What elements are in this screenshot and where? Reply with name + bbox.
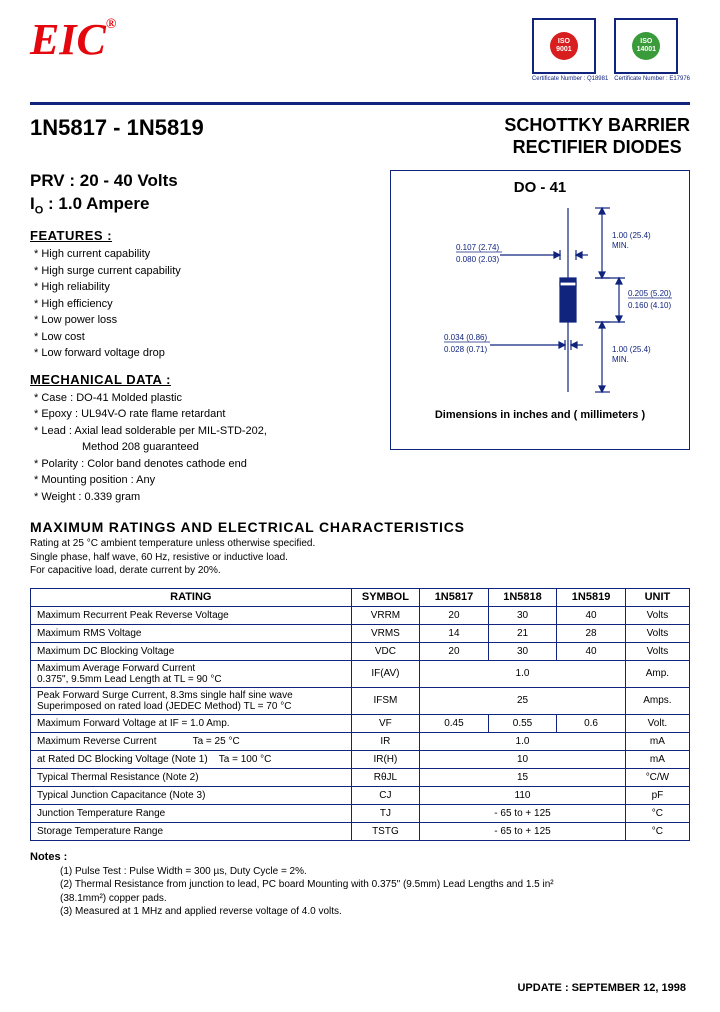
header: EIC® ISO9001Certificate Number : Q18981I… [30,18,690,96]
cert-container: ISO9001Certificate Number : Q18981ISO140… [532,18,690,82]
max-ratings-conditions: Rating at 25 °C ambient temperature unle… [30,537,690,578]
mechanical-list: Case : DO-41 Molded plasticEpoxy : UL94V… [30,390,370,506]
package-title: DO - 41 [399,179,681,196]
feature-item: High surge current capability [34,263,370,280]
table-row: Maximum DC Blocking VoltageVDC203040Volt… [31,642,690,660]
notes-list: (1) Pulse Test : Pulse Width = 300 µs, D… [30,865,690,919]
package-caption: Dimensions in inches and ( millimeters ) [399,409,681,421]
table-row: Maximum Reverse Current Ta = 25 °CIR1.0m… [31,732,690,750]
feature-item: High current capability [34,246,370,263]
feature-item: Low power loss [34,312,370,329]
table-row: Maximum RMS VoltageVRMS142128Volts [31,624,690,642]
table-header: 1N5817 [420,588,489,606]
update-date: UPDATE : SEPTEMBER 12, 1998 [517,982,686,994]
features-heading: FEATURES : [30,228,370,243]
table-row: at Rated DC Blocking Voltage (Note 1) Ta… [31,750,690,768]
table-row: Maximum Recurrent Peak Reverse VoltageVR… [31,606,690,624]
mechanical-item: Lead : Axial lead solderable per MIL-STD… [34,423,370,440]
title-row: 1N5817 - 1N5819 SCHOTTKY BARRIER RECTIFI… [30,115,690,158]
table-row: Peak Forward Surge Current, 8.3ms single… [31,687,690,714]
part-number: 1N5817 - 1N5819 [30,115,204,158]
package-drawing: DO - 41 [390,170,690,450]
mechanical-heading: MECHANICAL DATA : [30,372,370,387]
cert-badge: ISO9001Certificate Number : Q18981 [532,18,608,82]
key-specs: PRV : 20 - 40 Volts IO : 1.0 Ampere [30,170,370,218]
svg-text:0.160 (4.10): 0.160 (4.10) [628,301,671,310]
table-header: 1N5818 [488,588,557,606]
feature-item: High reliability [34,279,370,296]
table-row: Storage Temperature RangeTSTG- 65 to + 1… [31,822,690,840]
title-line2: RECTIFIER DIODES [513,137,682,157]
table-row: Junction Temperature RangeTJ- 65 to + 12… [31,804,690,822]
logo-text: EIC [30,15,106,64]
feature-item: Low forward voltage drop [34,345,370,362]
feature-item: High efficiency [34,296,370,313]
svg-text:0.205 (5.20): 0.205 (5.20) [628,289,671,298]
package-svg: 1.00 (25.4) MIN. 0.205 (5.20) 0.160 (4.1… [399,200,681,400]
svg-text:0.034 (0.86): 0.034 (0.86) [444,333,487,342]
max-ratings-heading: MAXIMUM RATINGS AND ELECTRICAL CHARACTER… [30,519,690,535]
cert-badge: ISO14001Certificate Number : E17976 [614,18,690,82]
svg-text:0.080 (2.03): 0.080 (2.03) [456,255,499,264]
table-row: Maximum Average Forward Current0.375", 9… [31,660,690,687]
mechanical-item: Method 208 guaranteed [34,439,370,456]
spec-io: IO : 1.0 Ampere [30,193,370,218]
svg-text:1.00 (25.4): 1.00 (25.4) [612,345,651,354]
table-header: RATING [31,588,352,606]
spec-prv: PRV : 20 - 40 Volts [30,170,370,193]
svg-text:MIN.: MIN. [612,355,629,364]
svg-text:1.00 (25.4): 1.00 (25.4) [612,231,651,240]
feature-item: Low cost [34,329,370,346]
mechanical-item: Weight : 0.339 gram [34,489,370,506]
mechanical-item: Epoxy : UL94V-O rate flame retardant [34,406,370,423]
product-title: SCHOTTKY BARRIER RECTIFIER DIODES [504,115,690,158]
mechanical-item: Polarity : Color band denotes cathode en… [34,456,370,473]
table-row: Typical Junction Capacitance (Note 3)CJ1… [31,786,690,804]
svg-text:0.107 (2.74): 0.107 (2.74) [456,243,499,252]
table-row: Maximum Forward Voltage at IF = 1.0 Amp.… [31,714,690,732]
left-column: PRV : 20 - 40 Volts IO : 1.0 Ampere FEAT… [30,170,370,505]
features-list: High current capabilityHigh surge curren… [30,246,370,362]
company-logo: EIC® [30,18,116,62]
title-line1: SCHOTTKY BARRIER [504,115,690,135]
table-header: SYMBOL [351,588,420,606]
ratings-table: RATINGSYMBOL1N58171N58181N5819UNITMaximu… [30,588,690,841]
svg-text:0.028 (0.71): 0.028 (0.71) [444,345,487,354]
svg-text:MIN.: MIN. [612,241,629,250]
table-row: Typical Thermal Resistance (Note 2)RθJL1… [31,768,690,786]
table-header: UNIT [625,588,689,606]
divider [30,102,690,105]
mechanical-item: Mounting position : Any [34,472,370,489]
table-header: 1N5819 [557,588,626,606]
notes-heading: Notes : [30,851,690,863]
mechanical-item: Case : DO-41 Molded plastic [34,390,370,407]
content-row: PRV : 20 - 40 Volts IO : 1.0 Ampere FEAT… [30,170,690,505]
